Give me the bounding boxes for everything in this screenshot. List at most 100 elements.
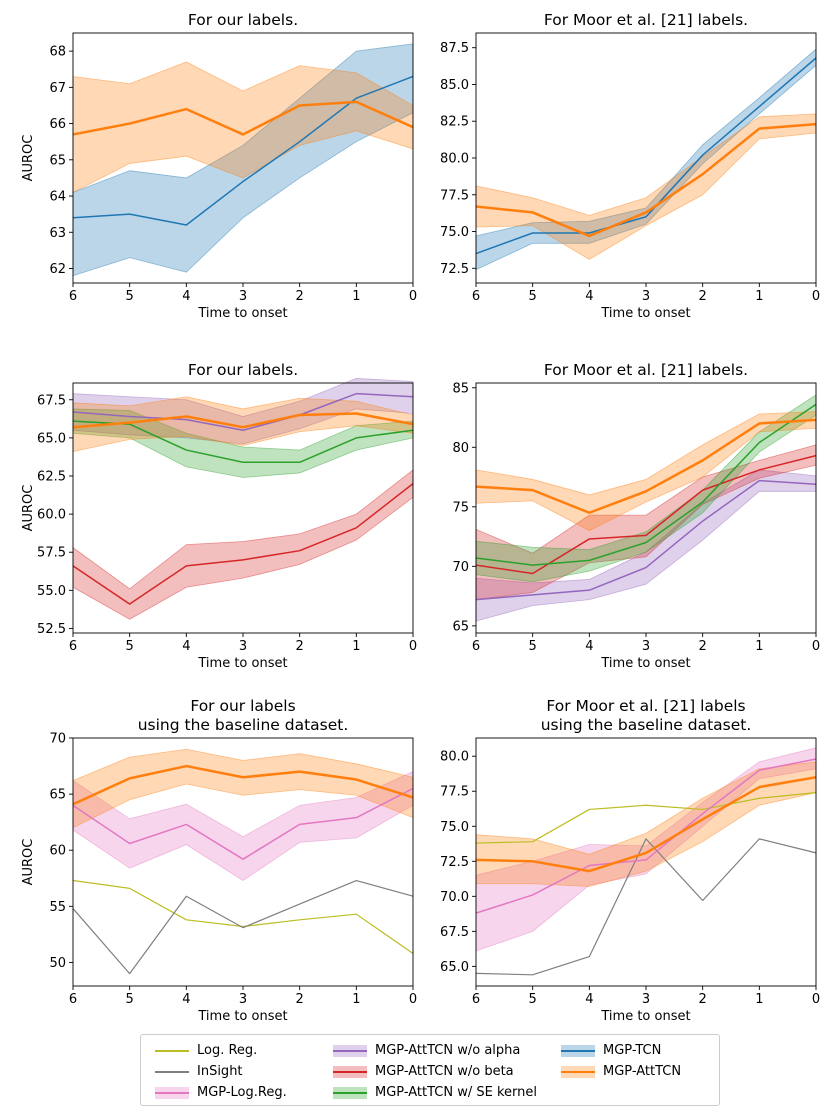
y-tick-label: 66 [49, 117, 66, 132]
x-tick-label: 1 [352, 992, 360, 1007]
x-tick-label: 6 [472, 289, 480, 304]
y-tick-label: 70.0 [440, 890, 469, 905]
series-line-mgp-atttcn [72, 100, 414, 136]
y-tick-label: 85 [452, 381, 469, 396]
x-tick-label: 6 [472, 639, 480, 654]
chart-panel-6: 6 5 4 3 2 1 0 65.0 67.5 70.0 72.5 75.0 77.5 80.0 For M… [440, 697, 820, 1024]
x-tick-label: 1 [352, 289, 360, 304]
legend-label: MGP-AttTCN [603, 1064, 682, 1079]
legend-swatch [561, 1066, 595, 1078]
x-tick-label: 3 [239, 992, 247, 1007]
legend: Log. Reg. InSight MGP-Log.Reg. MGP-AttTCN w… [140, 1034, 720, 1106]
y-tick-label: 62.5 [37, 469, 66, 484]
y-tick-label: 62 [49, 262, 66, 277]
x-axis-label: Time to onset [600, 1009, 690, 1024]
y-tick-label: 60 [49, 844, 66, 859]
legend-label: InSight [197, 1064, 243, 1079]
y-tick-label: 77.5 [440, 188, 469, 203]
y-tick-label: 75.0 [440, 225, 469, 240]
chart-title: For our labels. [188, 11, 298, 29]
confidence-band-mgp-tcn [475, 48, 817, 271]
chart-panel-3: 6 5 4 3 2 1 0 52.5 55.0 57.5 60.0 62.5 65.0 67.5 For o… [21, 361, 417, 671]
x-tick-label: 5 [126, 289, 134, 304]
y-tick-label: 80.0 [440, 152, 469, 167]
y-tick-label: 67.5 [37, 393, 66, 408]
legend-label: MGP-AttTCN w/ SE kernel [375, 1085, 537, 1100]
x-tick-label: 0 [409, 289, 417, 304]
legend-swatch [333, 1045, 367, 1057]
series-line-log-reg [72, 879, 414, 954]
x-tick-label: 5 [126, 992, 134, 1007]
x-tick-label: 6 [69, 992, 77, 1007]
x-tick-label: 2 [699, 289, 707, 304]
x-tick-label: 5 [126, 639, 134, 654]
x-tick-label: 2 [296, 992, 304, 1007]
x-tick-label: 1 [755, 992, 763, 1007]
chart-panel-2: 6 5 4 3 2 1 0 72.5 75.0 77.5 80.0 82.5 85.0 87.5 For M… [440, 11, 820, 321]
y-tick-label: 75.0 [440, 820, 469, 835]
y-tick-label: 65 [49, 788, 66, 803]
x-tick-label: 1 [352, 639, 360, 654]
legend-swatch [155, 1066, 189, 1078]
x-tick-label: 0 [409, 992, 417, 1007]
chart-title: For Moor et al. [21] labels. [544, 11, 748, 29]
series-line-mgp-atttcn-w-o-alpha [475, 479, 817, 601]
chart-title: using the baseline dataset. [541, 716, 752, 734]
y-tick-label: 67.5 [440, 925, 469, 940]
x-tick-label: 6 [69, 639, 77, 654]
x-tick-label: 6 [472, 992, 480, 1007]
x-axis-label: Time to onset [197, 656, 287, 671]
x-tick-label: 3 [239, 639, 247, 654]
series-line-mgp-atttcn-w-o-alpha [72, 392, 414, 432]
confidence-band-mgp-atttcn [475, 761, 817, 887]
x-tick-label: 3 [239, 289, 247, 304]
y-tick-label: 50 [49, 956, 66, 971]
y-tick-label: 60.0 [37, 508, 66, 523]
x-tick-label: 2 [296, 639, 304, 654]
legend-swatch [561, 1045, 595, 1057]
series-line-insight [475, 838, 817, 976]
x-axis-label: Time to onset [600, 656, 690, 671]
x-tick-label: 2 [699, 639, 707, 654]
chart-title: using the baseline dataset. [138, 716, 349, 734]
x-tick-label: 1 [755, 289, 763, 304]
x-tick-label: 1 [755, 639, 763, 654]
x-tick-label: 3 [642, 289, 650, 304]
y-tick-label: 87.5 [440, 41, 469, 56]
x-tick-label: 3 [642, 992, 650, 1007]
series-line-mgp-tcn [475, 57, 817, 255]
x-axis-label: Time to onset [197, 306, 287, 321]
series-line-mgp-tcn [72, 75, 414, 226]
series-line-mgp-atttcn [475, 775, 817, 873]
y-tick-label: 80.0 [440, 750, 469, 765]
x-tick-label: 0 [409, 639, 417, 654]
legend-swatch [333, 1087, 367, 1099]
x-tick-label: 4 [182, 992, 190, 1007]
series-line-mgp-atttcn-w-o-beta [475, 454, 817, 575]
series-line-mgp-atttcn [72, 412, 414, 429]
y-tick-label: 65 [49, 153, 66, 168]
x-tick-label: 2 [699, 992, 707, 1007]
x-tick-label: 6 [69, 289, 77, 304]
x-tick-label: 5 [529, 992, 537, 1007]
y-axis-label: AUROC [21, 485, 36, 532]
x-tick-label: 0 [812, 992, 820, 1007]
series-line-mgp-log-reg [72, 787, 414, 860]
confidence-band-mgp-atttcn-w-o-beta [72, 469, 414, 620]
x-axis-label: Time to onset [600, 306, 690, 321]
y-tick-label: 85.0 [440, 78, 469, 93]
y-tick-label: 70 [452, 560, 469, 575]
y-tick-label: 65.0 [440, 960, 469, 975]
y-tick-label: 70 [49, 732, 66, 747]
x-tick-label: 4 [585, 289, 593, 304]
series-line-mgp-log-reg [475, 758, 817, 914]
series-line-log-reg [475, 792, 817, 844]
legend-label: MGP-Log.Reg. [197, 1085, 287, 1100]
series-line-mgp-atttcn [475, 418, 817, 515]
x-tick-label: 4 [182, 289, 190, 304]
x-tick-label: 4 [585, 639, 593, 654]
chart-title: For Moor et al. [21] labels. [544, 361, 748, 379]
legend-label: Log. Reg. [197, 1043, 258, 1058]
